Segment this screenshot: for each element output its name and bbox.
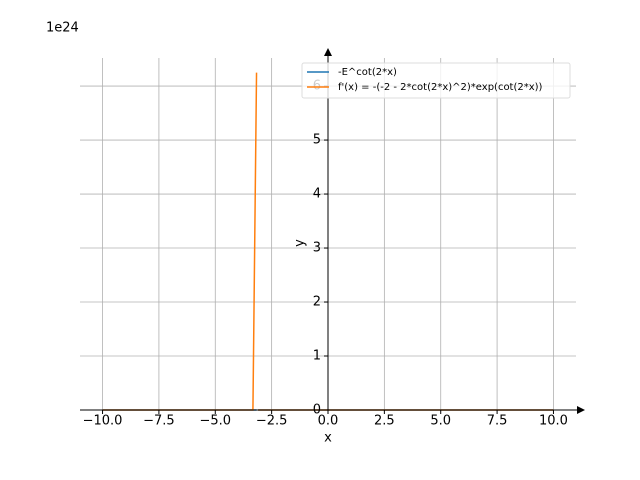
x-tick-label: 7.5 (487, 414, 508, 429)
x-axis-label: x (324, 431, 332, 446)
y-tick-label: 3 (313, 241, 321, 256)
y-tick-label: 2 (313, 295, 321, 310)
x-tick-label: −5.0 (199, 414, 231, 429)
y-tick-label: 0 (313, 403, 321, 418)
legend: -E^cot(2*x) f'(x) = -(-2 - 2*cot(2*x)^2)*… (301, 62, 571, 99)
legend-label: -E^cot(2*x) (338, 67, 397, 78)
x-tick-label: −7.5 (143, 414, 175, 429)
x-tick-label: −10.0 (83, 414, 123, 429)
x-tick-label: −2.5 (256, 414, 288, 429)
x-tick-label: 5.0 (430, 414, 451, 429)
y-axis-label: y (293, 239, 308, 247)
y-axis-arrow (324, 48, 332, 56)
y-tick-label: 5 (313, 133, 321, 148)
x-tick-label: 2.5 (374, 414, 395, 429)
y-tick-label: 1 (313, 349, 321, 364)
y-offset-label: 1e24 (46, 21, 79, 36)
x-axis-arrow (577, 406, 585, 414)
legend-label: f'(x) = -(-2 - 2*cot(2*x)^2)*exp(cot(2*x… (338, 82, 543, 93)
x-tick-label: 0.0 (318, 414, 339, 429)
legend-box (301, 62, 571, 99)
x-tick-label: 10.0 (539, 414, 568, 429)
y-tick-label: 4 (313, 187, 321, 202)
